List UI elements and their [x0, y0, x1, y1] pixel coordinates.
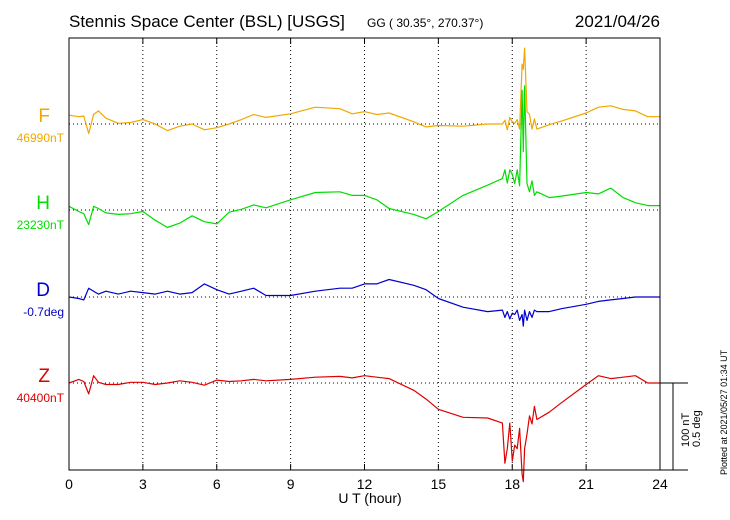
plotted-timestamp: Plotted at 2021/05/27 01:34 UT — [719, 349, 729, 475]
channel-baseline-d: -0.7deg — [23, 305, 64, 319]
series-f-line — [68, 47, 660, 135]
x-tick-label-12: 12 — [357, 476, 373, 492]
x-tick-label-15: 15 — [431, 476, 447, 492]
x-tick-label-18: 18 — [504, 476, 520, 492]
station-title: Stennis Space Center (BSL) [USGS] — [69, 12, 345, 31]
plot-date: 2021/04/26 — [574, 12, 660, 31]
channel-label-d: D — [36, 280, 50, 301]
x-tick-label-3: 3 — [139, 476, 147, 492]
x-axis-label: U T (hour) — [338, 490, 402, 506]
x-tick-label-21: 21 — [578, 476, 594, 492]
station-coordinates: GG ( 30.35°, 270.37°) — [367, 16, 484, 30]
series-d-line — [68, 278, 660, 327]
channel-label-z: Z — [38, 366, 50, 387]
x-tick-label-0: 0 — [65, 476, 73, 492]
x-tick-label-24: 24 — [652, 476, 668, 492]
channel-baseline-z: 40400nT — [16, 391, 64, 405]
channel-baseline-h: 23230nT — [16, 218, 64, 232]
x-tick-label-6: 6 — [213, 476, 221, 492]
channel-label-f: F — [38, 106, 50, 127]
series-z-line — [68, 375, 660, 483]
channel-baseline-f: 46990nT — [16, 131, 64, 145]
channel-label-h: H — [36, 193, 50, 214]
series-h-line — [68, 85, 660, 229]
scale-label-deg: 0.5 deg — [691, 410, 703, 447]
x-tick-label-9: 9 — [287, 476, 295, 492]
